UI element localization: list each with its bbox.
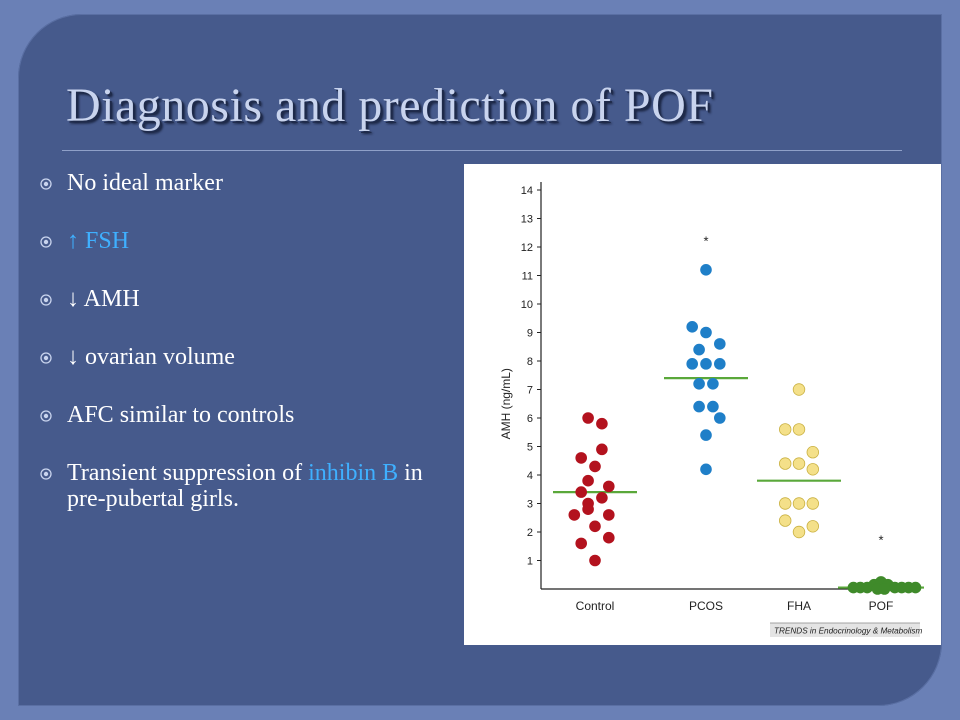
data-point (596, 417, 608, 430)
data-point (589, 554, 601, 567)
data-point (779, 423, 792, 436)
circled-dot-icon (40, 294, 52, 306)
data-point (792, 497, 806, 510)
data-point (878, 583, 891, 595)
y-tick-label: 3 (527, 499, 533, 511)
y-tick-label: 9 (527, 328, 533, 340)
data-point (847, 581, 860, 594)
bullet-highlight-text: inhibin B (308, 460, 399, 486)
y-tick-label: 11 (522, 271, 533, 283)
bullet-text: No ideal marker (67, 170, 223, 196)
y-axis-label: AMH (ng/mL) (499, 368, 513, 439)
data-point (582, 503, 594, 515)
data-point (779, 497, 792, 510)
data-point (700, 429, 712, 441)
data-point (693, 400, 705, 413)
bullet-item: No ideal marker (40, 170, 440, 196)
data-point (686, 358, 698, 370)
bullet-text: ↓ ovarian volume (67, 344, 235, 370)
slide-title: Diagnosis and prediction of POF (66, 79, 714, 132)
data-point (806, 463, 820, 476)
x-category-label: PCOS (689, 599, 723, 613)
data-point (806, 446, 820, 459)
data-point (714, 338, 726, 350)
data-point (603, 480, 615, 493)
data-point (582, 474, 594, 487)
data-point (589, 520, 601, 533)
bullet-text: in pre-pubertal girls. (67, 460, 423, 512)
data-point (575, 452, 587, 464)
data-point (582, 412, 594, 424)
amh-chart: 1 2 3 4 5 6 7 8 9 10 11 12 13 14 AMH (ng/mL) * * Control P… (464, 164, 941, 645)
data-point (700, 264, 712, 276)
circled-dot-icon (40, 178, 52, 190)
circled-dot-icon (40, 468, 52, 480)
y-tick-label: 5 (527, 442, 533, 454)
data-point (589, 460, 601, 473)
data-point (686, 321, 698, 333)
data-point (693, 343, 705, 356)
bullet-item: AFC similar to controls (40, 402, 440, 428)
data-point (700, 463, 712, 476)
data-point (707, 400, 719, 413)
x-category-label: POF (869, 599, 894, 613)
significance-star: * (878, 533, 883, 548)
data-point (806, 497, 820, 510)
bullet-list: No ideal marker ↑ FSH ↓ AMH ↓ ovarian volum… (40, 170, 440, 544)
bullet-item: ↓ AMH (40, 286, 440, 312)
data-point (596, 492, 608, 504)
bullet-item: ↑ FSH (40, 228, 440, 254)
bullet-text: Transient suppression of (67, 460, 309, 486)
y-tick-label: 7 (527, 385, 533, 397)
bullet-item: ↓ ovarian volume (40, 344, 440, 370)
circled-dot-icon (40, 410, 52, 422)
data-point (779, 457, 792, 470)
data-point (568, 509, 581, 521)
y-tick-label: 1 (527, 556, 533, 568)
source-text: TRENDS in Endocrinology & Metabolism (774, 627, 923, 636)
data-point (693, 378, 705, 390)
y-tick-label: 2 (527, 527, 533, 539)
data-point (792, 457, 806, 470)
data-point (792, 525, 806, 539)
data-point (792, 383, 806, 396)
data-point (779, 514, 792, 527)
data-point (596, 443, 608, 456)
data-point (603, 531, 615, 544)
y-tick-label: 8 (527, 356, 533, 368)
y-tick-label: 13 (521, 214, 533, 226)
title-divider (62, 150, 902, 151)
x-category-label: FHA (787, 599, 811, 613)
data-point (575, 486, 587, 498)
data-point (700, 326, 712, 339)
bullet-highlight-text: ↑ FSH (67, 228, 130, 254)
data-point (806, 520, 820, 533)
data-point (575, 537, 587, 550)
data-point (603, 509, 615, 521)
y-tick-label: 4 (527, 470, 533, 482)
data-point (909, 581, 922, 594)
significance-star: * (703, 233, 708, 248)
x-category-label: Control (576, 599, 615, 613)
y-tick-label: 6 (527, 413, 533, 425)
source-banner (770, 623, 920, 637)
data-point (700, 358, 712, 370)
bullet-text: AFC similar to controls (67, 402, 295, 428)
data-point (707, 378, 719, 390)
y-tick-label: 12 (521, 242, 533, 254)
y-tick-label: 10 (521, 299, 533, 311)
y-tick-label: 14 (521, 185, 533, 197)
bullet-text: ↓ AMH (67, 286, 140, 312)
circled-dot-icon (40, 236, 52, 248)
circled-dot-icon (40, 352, 52, 364)
bullet-item: Transient suppression of inhibin B in pr… (40, 460, 440, 512)
data-point (714, 412, 726, 424)
data-point (792, 423, 806, 436)
data-point (714, 358, 726, 370)
